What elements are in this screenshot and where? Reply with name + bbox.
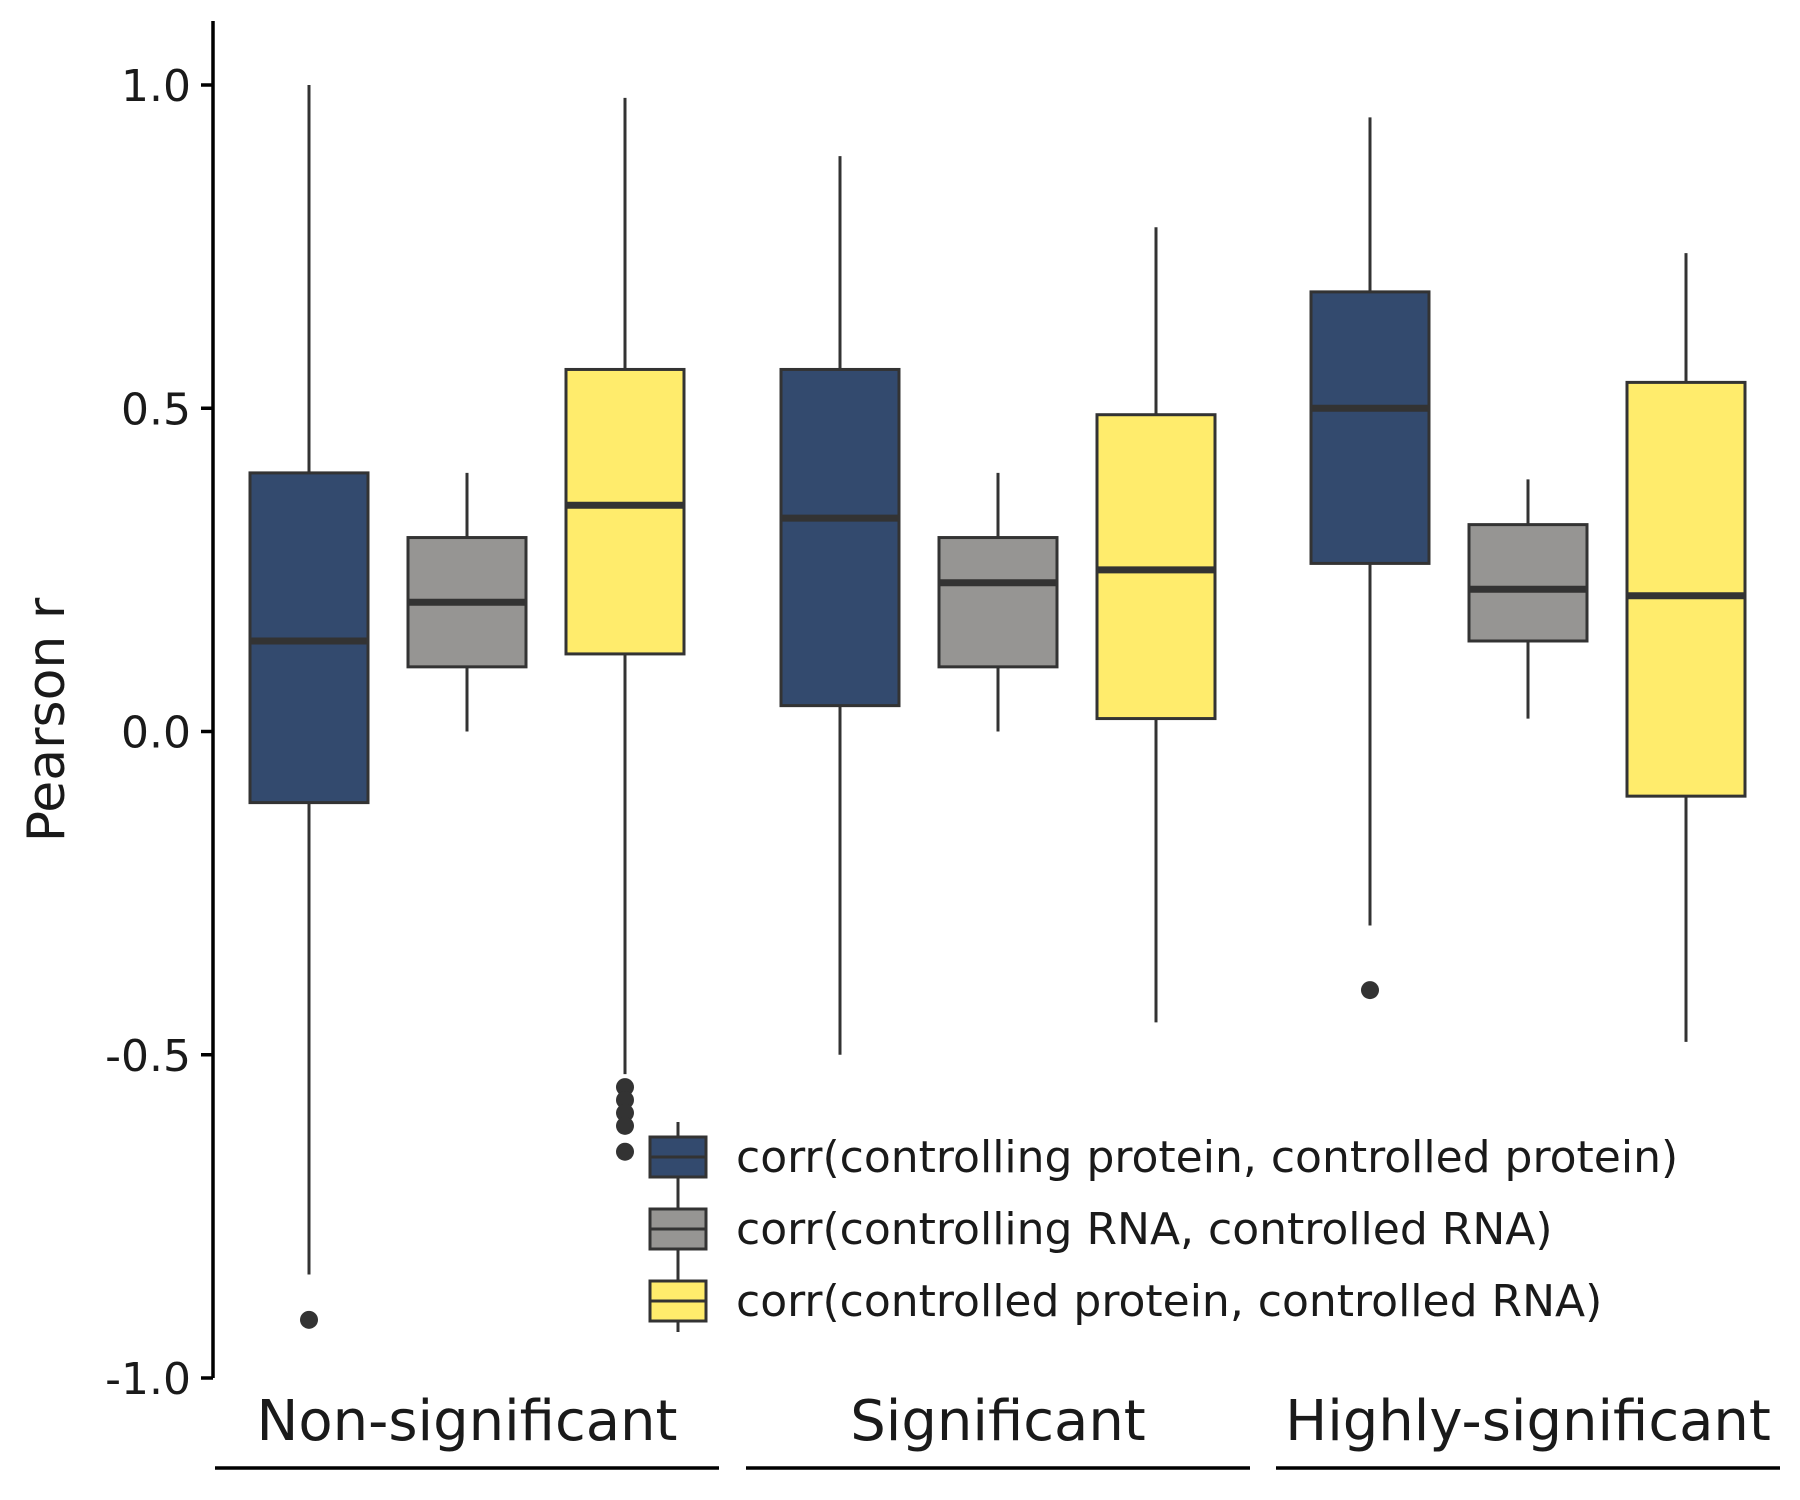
box-iqr (564, 367, 686, 656)
y-tick-label: -1.0 (105, 1354, 191, 1405)
outlier-point (616, 1091, 634, 1110)
box-plot (1095, 227, 1217, 1023)
y-axis-label: Pearson r (17, 597, 77, 842)
box-plot (937, 472, 1059, 732)
y-tick-label: 0.5 (121, 384, 191, 435)
box-iqr (937, 536, 1059, 669)
box-plot (564, 97, 686, 1161)
y-axis: 1.0 0.5 0.0 -0.5 -1.0 (105, 21, 215, 1405)
box-iqr (1309, 290, 1431, 565)
legend-label: corr(controlling protein, controlled pro… (736, 1132, 1678, 1183)
box-iqr (1467, 523, 1589, 643)
outlier-point (1361, 981, 1379, 1000)
outlier-point (616, 1116, 634, 1135)
outlier-point (616, 1103, 634, 1122)
legend: corr(controlling protein, controlled pro… (648, 1122, 1678, 1332)
y-tick-label: 1.0 (121, 61, 191, 112)
box-iqr (779, 367, 901, 708)
y-tick-label: -0.5 (105, 1031, 191, 1082)
x-group-label: Non-significant (256, 1389, 677, 1454)
outlier-point (616, 1078, 634, 1097)
box-plot (1467, 479, 1589, 719)
outlier-point (300, 1310, 318, 1329)
x-group-label: Significant (850, 1389, 1146, 1454)
x-axis-groups: Non-significant Significant Highly-signifi… (215, 1389, 1780, 1470)
box-iqr (1625, 380, 1747, 798)
x-group-label: Highly-significant (1285, 1389, 1771, 1454)
box-plot (1309, 117, 1431, 1000)
box-plot (406, 472, 528, 732)
legend-label: corr(controlled protein, controlled RNA) (736, 1276, 1602, 1327)
box-plot (248, 85, 370, 1329)
legend-label: corr(controlling RNA, controlled RNA) (736, 1204, 1553, 1255)
outlier-point (616, 1142, 634, 1161)
box-plot (779, 156, 901, 1055)
box-series (248, 85, 1747, 1329)
box-plot (1625, 253, 1747, 1042)
y-tick-label: 0.0 (121, 708, 191, 759)
